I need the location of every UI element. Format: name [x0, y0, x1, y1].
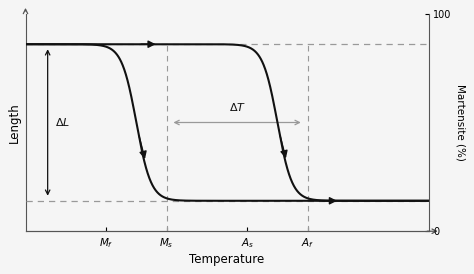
Y-axis label: Martensite (%): Martensite (%)	[456, 84, 465, 161]
X-axis label: Temperature: Temperature	[190, 253, 264, 266]
Text: $\Delta T$: $\Delta T$	[228, 101, 246, 113]
Text: $\Delta L$: $\Delta L$	[55, 116, 70, 129]
Y-axis label: Length: Length	[9, 102, 21, 143]
